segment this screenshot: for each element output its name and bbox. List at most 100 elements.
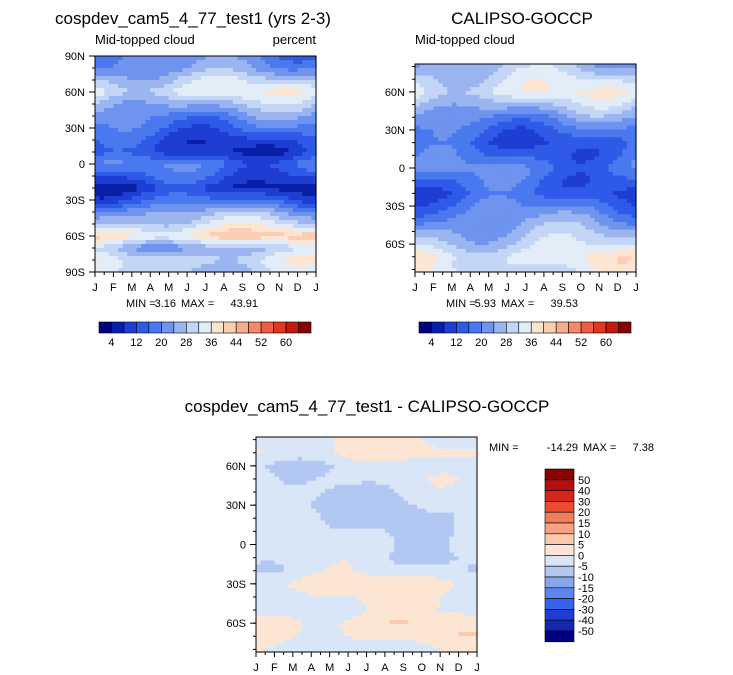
- field-cell: [237, 80, 243, 85]
- field-cell: [122, 216, 128, 221]
- field-cell: [488, 229, 494, 235]
- field-cell: [520, 194, 527, 200]
- field-cell: [543, 218, 550, 223]
- field-cell: [113, 56, 119, 61]
- field-cell: [447, 137, 453, 142]
- field-cell: [484, 94, 490, 100]
- field-cell: [223, 172, 230, 177]
- field-cell: [265, 188, 271, 193]
- field-cell: [525, 198, 531, 204]
- field-cell: [113, 192, 119, 197]
- field-cell: [256, 180, 262, 185]
- field-cell: [488, 179, 494, 185]
- field-cell: [173, 108, 179, 113]
- field-cell: [214, 240, 220, 245]
- field-cell: [479, 171, 485, 177]
- field-cell: [154, 244, 161, 249]
- field-cell: [219, 112, 225, 117]
- colorbar-swatch: [148, 321, 162, 334]
- field-cell: [488, 198, 494, 204]
- field-cell: [228, 160, 234, 165]
- field-cell: [566, 156, 573, 161]
- field-cell: [608, 183, 614, 188]
- field-cell: [520, 98, 527, 104]
- field-cell: [415, 79, 421, 84]
- field-cell: [451, 198, 458, 204]
- field-cell: [451, 152, 458, 158]
- field-cell: [182, 208, 188, 213]
- field-cell: [497, 156, 504, 161]
- field-cell: [187, 264, 193, 269]
- field-cell: [200, 132, 207, 137]
- field-cell: [122, 124, 128, 129]
- field-cell: [516, 198, 522, 204]
- field-cell: [150, 160, 156, 165]
- field-cell: [511, 245, 517, 250]
- field-cell: [474, 164, 481, 169]
- field-cell: [237, 92, 243, 97]
- field-cell: [288, 244, 294, 249]
- field-cell: [122, 84, 128, 89]
- field-cell: [311, 104, 317, 109]
- field-cell: [497, 202, 504, 208]
- field-cell: [223, 116, 230, 121]
- field-cell: [433, 129, 439, 134]
- field-cell: [520, 160, 527, 165]
- field-cell: [141, 192, 147, 197]
- field-cell: [122, 220, 128, 225]
- field-cell: [438, 102, 444, 107]
- field-cell: [484, 237, 490, 242]
- field-cell: [260, 64, 266, 69]
- field-cell: [571, 90, 577, 96]
- field-cell: [599, 171, 605, 177]
- field-cell: [580, 125, 586, 131]
- field-cell: [548, 71, 554, 77]
- field-cell: [442, 221, 448, 227]
- field-cell: [438, 179, 444, 185]
- field-cell: [233, 244, 239, 249]
- field-cell: [122, 60, 128, 65]
- field-cell: [580, 133, 586, 138]
- field-cell: [283, 228, 289, 233]
- field-cell: [164, 236, 170, 241]
- field-cell: [520, 117, 527, 123]
- field-cell: [415, 125, 421, 131]
- field-cell: [168, 132, 174, 137]
- field-cell: [265, 244, 271, 249]
- field-cell: [626, 125, 632, 131]
- field-cell: [136, 128, 142, 133]
- field-cell: [177, 168, 184, 173]
- field-cell: [177, 136, 184, 141]
- field-cell: [306, 228, 312, 233]
- field-cell: [260, 240, 266, 245]
- field-cell: [474, 102, 481, 107]
- field-cell: [214, 184, 220, 189]
- field-cell: [520, 110, 527, 115]
- field-cell: [145, 120, 151, 125]
- field-cell: [507, 221, 513, 227]
- field-cell: [419, 233, 425, 238]
- field-cell: [534, 214, 540, 219]
- field-cell: [626, 110, 632, 115]
- field-cell: [196, 176, 202, 181]
- field-cell: [626, 79, 632, 84]
- field-cell: [219, 132, 225, 137]
- field-cell: [297, 200, 303, 205]
- field-cell: [122, 252, 128, 257]
- field-cell: [520, 133, 527, 138]
- field-cell: [219, 204, 225, 209]
- field-cell: [302, 184, 308, 189]
- field-cell: [594, 87, 600, 92]
- field-cell: [424, 141, 430, 146]
- field-cell: [269, 192, 276, 197]
- field-cell: [242, 84, 248, 89]
- field-cell: [626, 183, 632, 188]
- field-cell: [419, 152, 425, 158]
- field-cell: [557, 175, 563, 181]
- field-cell: [447, 121, 453, 127]
- field-cell: [122, 56, 128, 61]
- field-cell: [118, 120, 124, 125]
- field-cell: [479, 83, 485, 88]
- field-cell: [461, 245, 467, 250]
- field-cell: [626, 106, 632, 111]
